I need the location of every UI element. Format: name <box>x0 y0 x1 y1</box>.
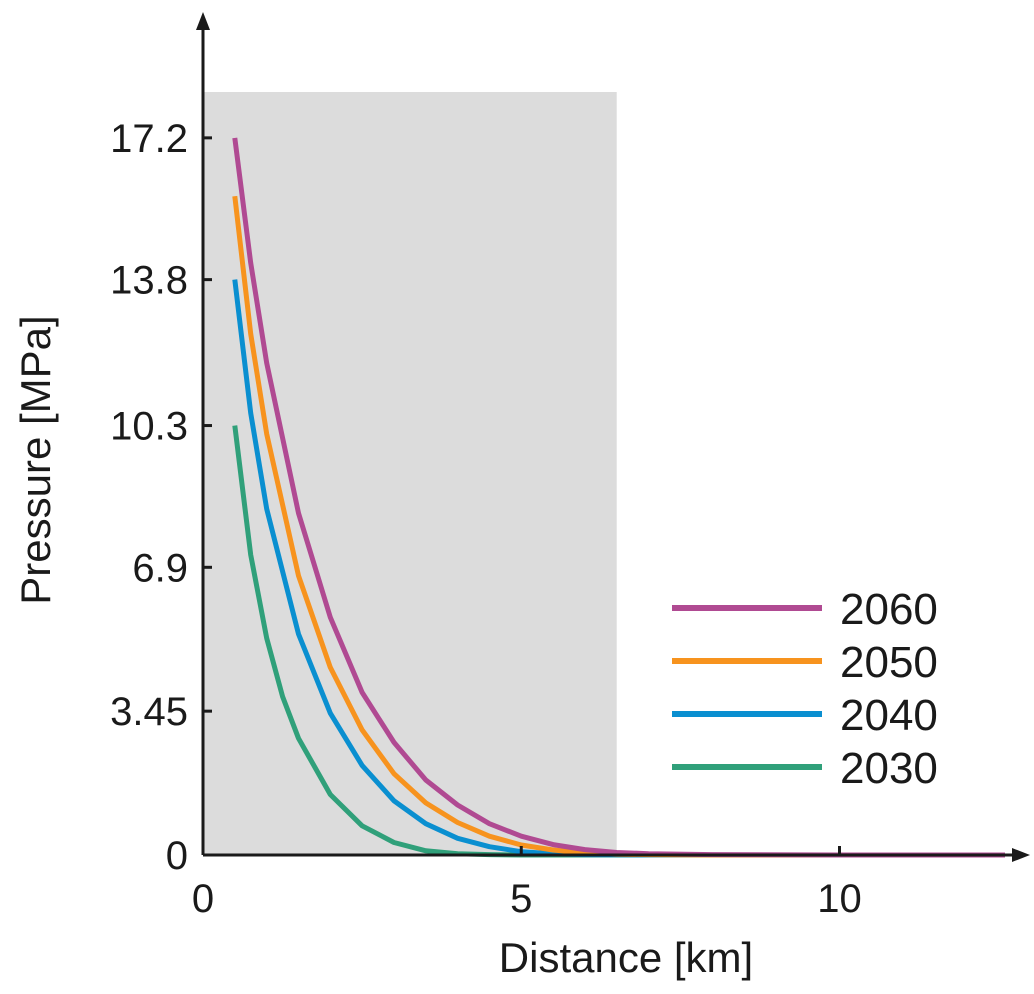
shaded-region <box>203 92 617 855</box>
axes-layer <box>196 12 1030 862</box>
x-axis-title: Distance [km] <box>499 934 753 981</box>
x-tick-label: 5 <box>510 877 532 921</box>
x-tick-label: 10 <box>817 877 862 921</box>
legend-label-2030: 2030 <box>840 744 938 793</box>
legend-label-2060: 2060 <box>840 585 938 634</box>
y-axis-title: Pressure [MPa] <box>12 315 59 604</box>
y-axis-arrow-icon <box>196 12 210 30</box>
legend-label-2050: 2050 <box>840 638 938 687</box>
y-tick-label: 13.8 <box>110 259 188 303</box>
legend-label-2040: 2040 <box>840 691 938 740</box>
y-tick-label: 17.2 <box>110 117 188 161</box>
shaded-region-layer <box>203 92 617 855</box>
y-tick-label: 0 <box>166 834 188 878</box>
y-tick-label: 6.9 <box>132 546 188 590</box>
tick-label-layer: 0 3.45 6.9 10.3 13.8 17.2 0 5 10 <box>110 117 862 921</box>
y-tick-label: 10.3 <box>110 405 188 449</box>
y-tick-label: 3.45 <box>110 690 188 734</box>
x-tick-label: 0 <box>192 877 214 921</box>
x-axis-arrow-icon <box>1012 848 1030 862</box>
